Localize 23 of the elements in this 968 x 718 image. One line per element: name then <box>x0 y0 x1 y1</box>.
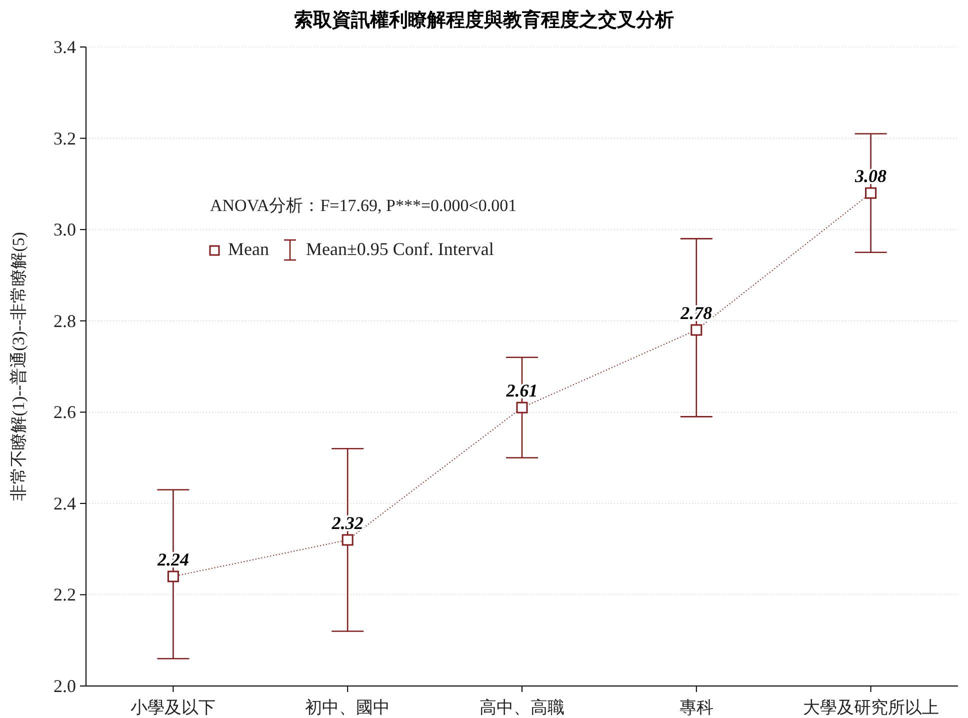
point <box>167 570 179 582</box>
x-tick-label: 初中、國中 <box>305 698 390 717</box>
annotation: Mean±0.95 Conf. Interval <box>306 239 494 259</box>
y-tick-label: 2.4 <box>54 493 76 514</box>
x-tick-label: 高中、高職 <box>480 698 564 717</box>
x-tick-label: 大學及研究所以上 <box>802 698 939 717</box>
y-axis-title: 非常不瞭解(1)--普通(3)--非常瞭解(5) <box>9 232 28 502</box>
y-tick-label: 2.0 <box>54 676 76 696</box>
y-tick-label: 3.2 <box>54 128 76 148</box>
y-tick-label: 2.6 <box>54 402 76 422</box>
point <box>342 534 354 546</box>
y-tick-label: 3.4 <box>54 37 76 57</box>
point <box>690 324 702 336</box>
y-tick-label: 3.0 <box>54 220 76 240</box>
legend-label: Mean <box>228 239 269 259</box>
annotation: ANOVA分析：F=17.69, P***=0.000<0.001 <box>210 196 517 215</box>
x-tick-label: 小學及以下 <box>130 698 216 717</box>
point <box>865 187 877 199</box>
y-tick-label: 2.8 <box>54 310 76 331</box>
y-tick-label: 2.2 <box>54 584 76 605</box>
chart-title: 索取資訊權利瞭解程度與教育程度之交叉分析 <box>294 9 674 31</box>
x-tick-label: 專科 <box>679 698 714 717</box>
point <box>516 402 528 414</box>
